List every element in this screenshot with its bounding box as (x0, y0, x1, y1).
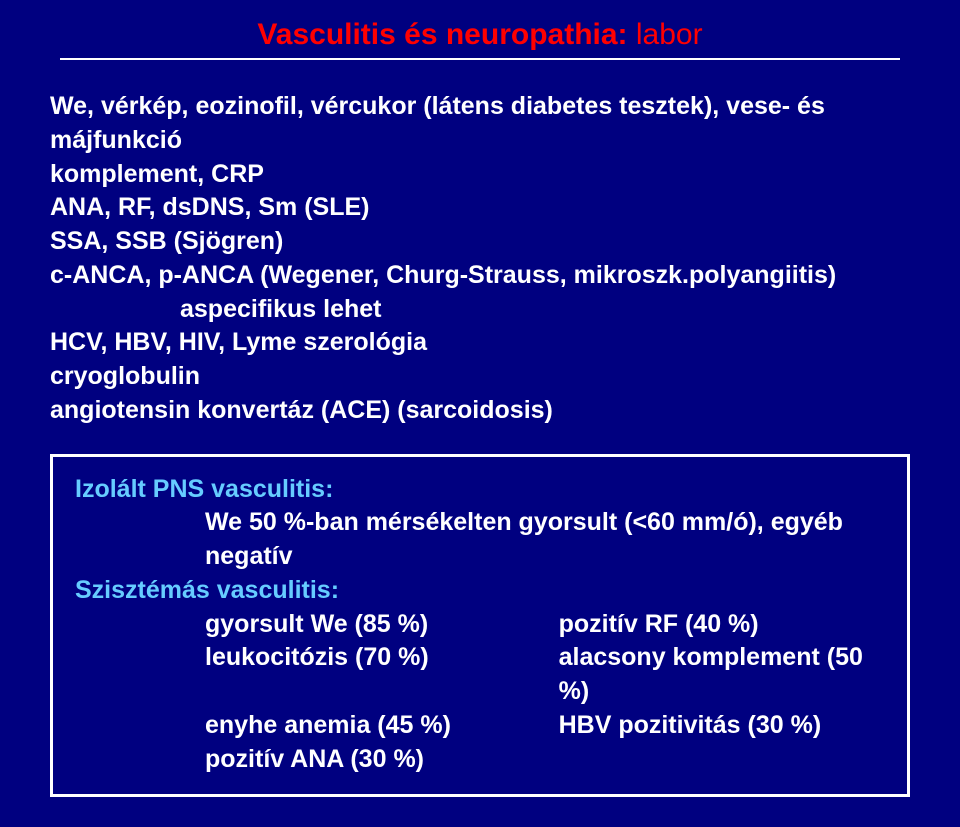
box-row-4: pozitív ANA (30 %) (205, 743, 885, 777)
box-r1-left: gyorsult We (85 %) (205, 608, 559, 642)
body-line-6: HCV, HBV, HIV, Lyme szerológia (50, 326, 910, 360)
box-r3-right: HBV pozitivitás (30 %) (559, 709, 885, 743)
body-line-8: angiotensin konvertáz (ACE) (sarcoidosis… (50, 394, 910, 428)
body-line-5-indent: aspecifikus lehet (180, 293, 910, 327)
body-line-1: We, vérkép, eozinofil, vércukor (látens … (50, 90, 910, 158)
box-heading-2: Szisztémás vasculitis: (75, 574, 885, 608)
title-labor: labor (628, 18, 703, 51)
highlight-box: Izolált PNS vasculitis: We 50 %-ban mérs… (50, 454, 910, 798)
box-r1-right: pozitív RF (40 %) (559, 608, 885, 642)
body-line-3: ANA, RF, dsDNS, Sm (SLE) (50, 191, 910, 225)
body-text: We, vérkép, eozinofil, vércukor (látens … (50, 90, 910, 428)
body-line-2: komplement, CRP (50, 158, 910, 192)
box-row-1: gyorsult We (85 %) pozitív RF (40 %) (205, 608, 885, 642)
body-line-7: cryoglobulin (50, 360, 910, 394)
title-main: Vasculitis és neuropathia: (257, 18, 627, 51)
box-r4-left: pozitív ANA (30 %) (205, 743, 559, 777)
body-line-4: SSA, SSB (Sjögren) (50, 225, 910, 259)
title-underline (60, 58, 900, 60)
box-r4-right (559, 743, 885, 777)
box-heading-1: Izolált PNS vasculitis: (75, 473, 885, 507)
body-line-5: c-ANCA, p-ANCA (Wegener, Churg-Strauss, … (50, 259, 910, 293)
slide-title: Vasculitis és neuropathia: labor (50, 18, 910, 52)
box-r2-right: alacsony komplement (50 %) (559, 641, 885, 709)
box-table: gyorsult We (85 %) pozitív RF (40 %) leu… (205, 608, 885, 777)
box-r2-left: leukocitózis (70 %) (205, 641, 559, 709)
box-r3-left: enyhe anemia (45 %) (205, 709, 559, 743)
box-line-1: We 50 %-ban mérsékelten gyorsult (<60 mm… (205, 506, 885, 574)
box-row-3: enyhe anemia (45 %) HBV pozitivitás (30 … (205, 709, 885, 743)
slide-container: Vasculitis és neuropathia: labor We, vér… (0, 0, 960, 827)
box-row-2: leukocitózis (70 %) alacsony komplement … (205, 641, 885, 709)
